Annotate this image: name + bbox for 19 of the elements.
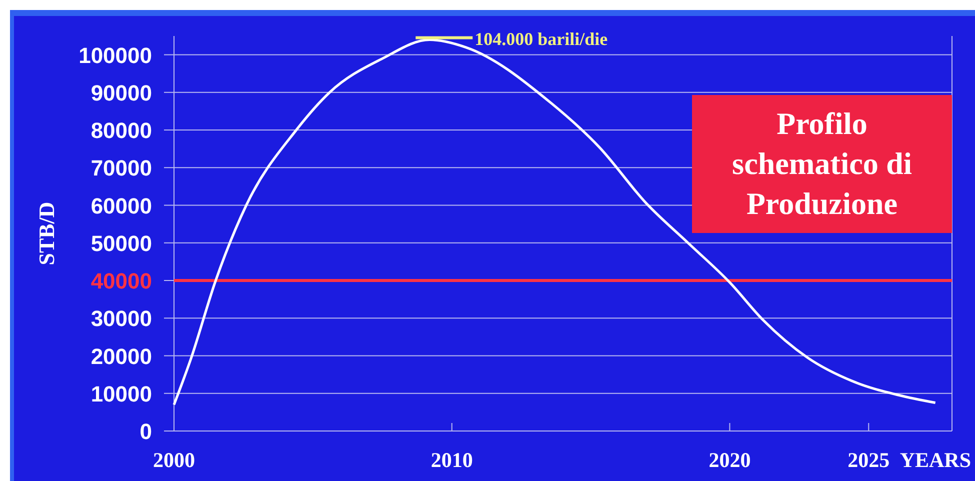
y-tick-label: 80000 [90,118,152,144]
y-tick-label: 0 [140,419,152,444]
y-tick-label: 100000 [78,42,152,68]
x-axis-title: YEARS [900,448,971,472]
y-axis-title: STB/D [34,202,59,266]
y-tick-label: 90000 [90,80,152,106]
y-tick-label: 30000 [90,306,152,332]
y-tick-label: 70000 [90,156,152,181]
x-tick-label: 2025 [848,448,890,472]
annotation: 104.000 barili/die [474,28,608,49]
x-tick-label: 2020 [708,448,751,472]
x-tick-label: 2000 [153,448,195,472]
x-tick-label: 2010 [430,448,473,472]
y-tick-label: 20000 [90,344,152,369]
y-tick-label: 60000 [90,193,152,218]
y-tick-label: 50000 [90,230,152,256]
text: Profilo schematico di Produzione [732,106,912,221]
y-tick-label: 40000 [90,268,152,294]
y-tick-label: 10000 [90,381,152,406]
